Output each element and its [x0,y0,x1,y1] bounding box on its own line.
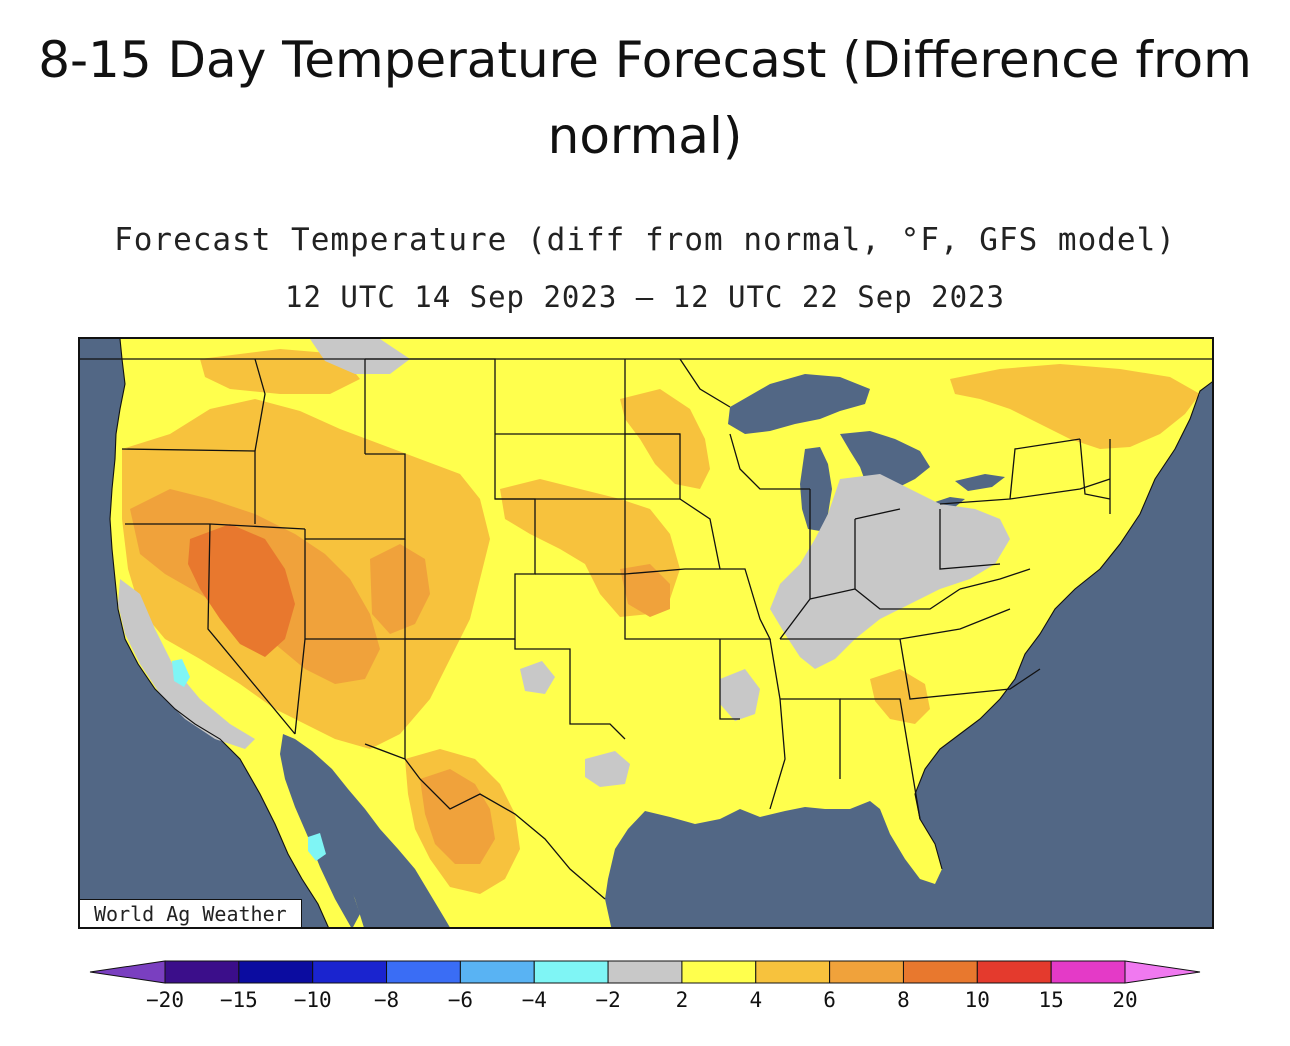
legend-tick-label: −15 [220,988,258,1012]
anomaly-plus-8-10 [188,524,295,657]
legend-tick-label: 6 [823,988,836,1012]
legend-tick-label: 20 [1112,988,1137,1012]
lake-michigan [800,447,832,531]
legend-swatch [607,960,683,984]
legend-swatch [533,960,609,984]
legend-swatch [1050,960,1126,984]
legend-tick-label: −8 [374,988,399,1012]
legend-swatch [238,960,314,984]
legend-swatch [386,960,461,984]
map-credit: World Ag Weather [80,899,302,927]
legend-tick-label: −10 [294,988,332,1012]
forecast-map: World Ag Weather [78,337,1214,929]
forecast-valid-period: 12 UTC 14 Sep 2023 – 12 UTC 22 Sep 2023 [285,280,1005,314]
legend-swatch [976,960,1052,984]
legend-swatch [681,960,757,984]
legend-swatch [164,960,240,984]
legend-tick-label: 15 [1039,988,1064,1012]
legend-swatch [902,960,978,984]
legend-arrow-low [89,960,166,984]
coastline [109,339,1212,927]
legend-swatch [829,960,904,984]
anomaly-minus-2-4 [172,659,326,861]
page-title: 8-15 Day Temperature Forecast (Differenc… [38,31,1252,165]
legend-tick-label: 2 [676,988,689,1012]
legend-swatch [312,960,388,984]
legend-tick-label: 4 [749,988,762,1012]
gulf-of-california [280,734,360,927]
lake-huron [840,431,930,499]
color-scale-legend: −20 −15 −10 −8 −6 −4 −2 2 4 6 8 10 15 20 [89,960,1201,1012]
forecast-title: Forecast Temperature (diff from normal, … [114,222,1176,258]
legend-tick-label: −6 [448,988,473,1012]
legend-tick-label: 8 [897,988,910,1012]
legend-arrow-high [1124,960,1201,984]
lake-superior [728,374,870,434]
legend-swatch [755,960,831,984]
temperature-anomaly-map [80,339,1212,927]
legend-swatch [459,960,535,984]
legend-tick-label: −2 [595,988,620,1012]
legend-tick-label: 10 [965,988,990,1012]
anomaly-near-normal [118,339,1010,787]
legend-tick-label: −4 [522,988,547,1012]
lake-ontario [955,474,1005,491]
state-borders [80,358,1212,900]
legend-tick-label: −20 [146,988,184,1012]
